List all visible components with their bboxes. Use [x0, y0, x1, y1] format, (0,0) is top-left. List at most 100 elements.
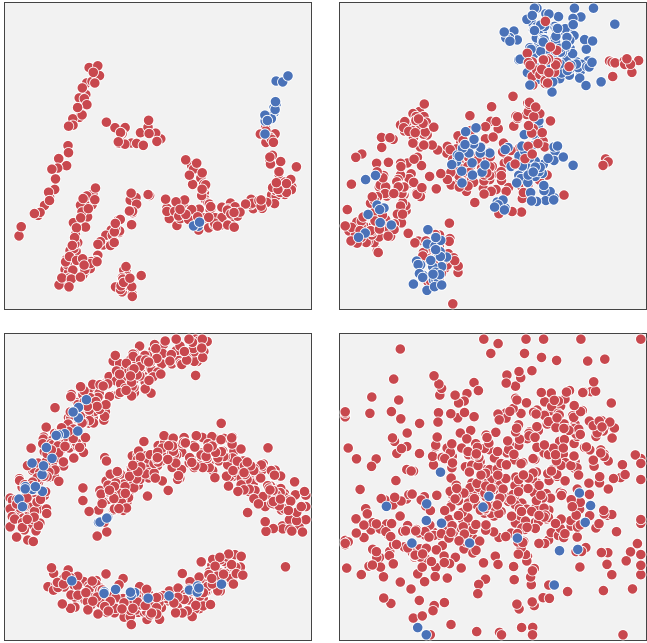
data-point-red: [473, 578, 485, 590]
data-point-red: [172, 470, 185, 482]
data-point-red: [388, 187, 400, 200]
data-point-red: [571, 531, 583, 543]
data-point-red: [429, 571, 441, 583]
data-point-red: [149, 472, 161, 484]
data-point-red: [45, 562, 58, 574]
data-point-red: [621, 53, 633, 65]
data-point-red: [395, 413, 407, 425]
data-point-red: [616, 459, 628, 471]
data-point-red: [441, 572, 453, 584]
data-point-red: [270, 177, 282, 189]
data-point-red: [588, 376, 600, 388]
scatter-panel-bottom-left: [4, 333, 312, 641]
data-point-red: [203, 211, 215, 223]
data-point-red: [526, 596, 538, 608]
data-point-red: [593, 518, 605, 530]
data-point-red: [526, 565, 538, 577]
data-point-red: [522, 120, 535, 132]
data-point-red: [388, 373, 400, 385]
data-point-red: [543, 67, 555, 79]
data-point-red: [49, 173, 62, 185]
data-point-red: [82, 203, 94, 215]
data-point-blue: [435, 517, 448, 529]
data-point-red: [430, 183, 442, 195]
data-point-red: [268, 469, 281, 481]
data-point-red: [502, 435, 514, 447]
data-point-red: [427, 450, 439, 462]
data-point-red: [538, 333, 550, 345]
data-point-red: [599, 353, 611, 365]
data-point-red: [222, 480, 235, 492]
data-point-red: [141, 490, 154, 502]
data-point-red: [274, 493, 286, 505]
data-point-red: [471, 625, 483, 638]
data-point-red: [68, 452, 80, 464]
data-point-blue: [538, 179, 550, 192]
data-point-red: [409, 127, 421, 139]
data-point-red: [127, 602, 139, 614]
data-point-red: [530, 101, 542, 113]
data-point-red: [562, 586, 574, 598]
data-point-red: [509, 158, 521, 170]
data-point-red: [464, 110, 476, 122]
data-point-red: [385, 531, 397, 543]
data-point-blue: [511, 177, 523, 189]
data-point-red: [500, 459, 512, 471]
scatter-panel-top-left: [4, 2, 312, 310]
data-point-red: [342, 442, 354, 454]
data-point-red: [196, 183, 208, 195]
data-point-red: [606, 569, 618, 581]
data-point-red: [259, 516, 271, 528]
data-point-blue: [483, 490, 495, 502]
data-point-red: [535, 489, 547, 501]
data-point-red: [545, 465, 557, 477]
data-point-red: [183, 333, 195, 345]
data-point-red: [214, 551, 226, 563]
data-point-red: [83, 505, 95, 517]
data-point-red: [57, 456, 70, 468]
data-point-blue: [548, 194, 560, 206]
data-point-red: [412, 113, 425, 125]
data-point-red: [508, 560, 520, 573]
data-point-red: [358, 519, 370, 531]
data-point-red: [394, 576, 406, 588]
data-point-red: [513, 365, 525, 378]
data-point-blue: [66, 575, 78, 587]
data-point-red: [126, 290, 138, 302]
scatter-plot-3: [4, 333, 312, 641]
data-point-red: [596, 421, 608, 433]
data-point-red: [217, 568, 230, 580]
data-point-blue: [466, 169, 479, 181]
data-point-red: [364, 407, 376, 419]
data-point-blue: [499, 144, 511, 156]
data-point-red: [262, 442, 274, 454]
data-point-blue: [489, 201, 501, 213]
data-point-red: [602, 483, 614, 495]
data-point-red: [507, 90, 519, 102]
data-point-red: [406, 488, 418, 500]
data-point-red: [103, 484, 116, 496]
data-point-red: [524, 59, 536, 71]
scatter-panel-bottom-right: [339, 333, 647, 641]
data-point-red: [425, 555, 438, 568]
data-point-red: [206, 572, 218, 584]
data-point-red: [629, 449, 641, 461]
data-point-red: [80, 587, 92, 599]
data-point-red: [238, 467, 250, 479]
data-point-blue: [585, 499, 597, 512]
data-point-red: [598, 504, 610, 516]
data-point-red: [227, 465, 239, 477]
data-point-red: [521, 47, 533, 59]
data-point-red: [97, 380, 109, 392]
data-point-red: [468, 411, 480, 423]
data-point-blue: [573, 487, 585, 499]
data-point-red: [341, 204, 353, 216]
data-point-red: [16, 521, 28, 534]
data-point-red: [538, 439, 550, 451]
data-point-red: [492, 445, 504, 458]
data-point-red: [469, 196, 481, 209]
data-point-red: [56, 272, 68, 284]
data-point-red: [574, 561, 586, 573]
data-point-red: [92, 238, 104, 250]
data-point-red: [143, 356, 155, 368]
